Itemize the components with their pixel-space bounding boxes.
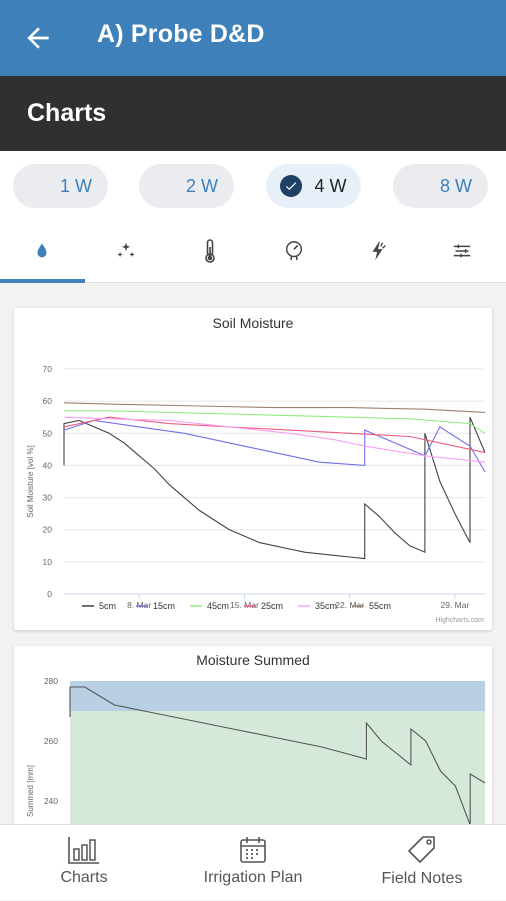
tab-soil-moisture[interactable] [0,221,84,281]
y-tick-label: 0 [47,589,52,599]
y-tick-label: 280 [44,676,58,686]
legend-label: 15cm [153,601,175,611]
x-tick-label: 22. Mar [335,600,364,610]
x-tick-label: 15. Mar [230,600,259,610]
summed-line [69,686,486,824]
chart-title: Soil Moisture [213,315,294,331]
page-title: A) Probe D&D [97,20,265,48]
series-line-55cm [63,402,486,413]
chart-category-tabs [0,221,506,283]
filter-lines-icon [453,244,471,258]
series-line-45cm [64,410,486,434]
range-chip-8w[interactable]: 8 W [393,164,488,208]
soil-moisture-chart: Soil Moisture 0 10 20 30 40 50 60 70 Soil Moistur… [26,315,486,624]
sparkle-icon [117,242,135,258]
lightning-icon [372,241,386,261]
nav-field-notes[interactable]: Field Notes [372,825,472,901]
legend-label: 5cm [99,601,116,611]
range-chip-4w[interactable]: 4 W [266,164,361,208]
tab-gauge[interactable] [252,221,336,281]
chart-credit: Highcharts.com [435,617,484,624]
tab-sparkle[interactable] [84,221,168,281]
nav-irrigation-plan[interactable]: Irrigation Plan [183,825,323,901]
bar-chart-icon [68,837,99,864]
plot-band [70,681,485,711]
tag-icon [408,836,435,863]
series-line-35cm [63,416,486,463]
series-line-25cm [63,416,486,454]
nav-label: Field Notes [381,870,463,887]
bottom-navigation: Charts Irrigation Plan Field Notes [0,824,506,900]
legend-label: 55cm [369,601,391,611]
soil-moisture-card: Soil Moisture 0 10 20 30 40 50 60 70 Soil Moistur… [14,308,492,630]
charts-content[interactable]: Soil Moisture 0 10 20 30 40 50 60 70 Soil Moistur… [0,284,506,824]
tab-temperature[interactable] [168,221,252,281]
y-tick-label: 50 [43,428,53,438]
y-tick-label: 40 [43,460,53,470]
y-tick-label: 70 [43,364,53,374]
y-axis-label: Summed [mm] [26,765,35,817]
y-tick-label: 260 [44,736,58,746]
active-tab-indicator [0,279,85,283]
section-title: Charts [27,99,107,127]
nav-label: Irrigation Plan [203,869,303,886]
nav-label: Charts [60,869,108,886]
range-chip-label: 2 W [185,175,218,196]
calendar-icon [240,837,266,863]
check-circle-icon [280,175,303,197]
moisture-summed-card: Moisture Summed 240 260 280 Summed [mm] [14,646,492,824]
y-tick-label: 10 [43,557,53,567]
y-tick-label: 30 [43,493,53,503]
nav-charts[interactable]: Charts [44,825,124,901]
series-line-5cm [63,416,486,560]
section-header: Charts [0,76,506,151]
legend-label: 35cm [315,601,337,611]
y-axis-label: Soil Moisture [vol %] [26,445,35,517]
range-selector: 1 W 2 W 4 W 8 W [0,151,506,221]
y-tick-label: 240 [44,796,58,806]
x-tick-label: 29. Mar [441,600,470,610]
range-chip-label: 4 W [314,175,347,196]
water-drop-icon [37,243,47,258]
plot-band [70,711,485,824]
arrow-left-icon[interactable] [22,22,54,54]
app-bar: A) Probe D&D [0,0,506,76]
range-chip-label: 1 W [59,175,92,196]
tab-filter[interactable] [420,221,504,281]
series-line-15cm [63,419,486,473]
thermometer-icon [205,239,215,263]
range-chip-2w[interactable]: 2 W [139,164,234,208]
tab-power[interactable] [336,221,420,281]
y-tick-label: 60 [43,396,53,406]
moisture-summed-chart: Moisture Summed 240 260 280 Summed [mm] [26,652,486,824]
x-tick-label: 8. Mar [127,600,151,610]
legend-label: 25cm [261,601,283,611]
y-tick-label: 20 [43,525,53,535]
gauge-icon [285,241,303,261]
range-chip-1w[interactable]: 1 W [13,164,108,208]
legend-label: 45cm [207,601,229,611]
chart-title: Moisture Summed [196,652,310,668]
range-chip-label: 8 W [439,175,472,196]
